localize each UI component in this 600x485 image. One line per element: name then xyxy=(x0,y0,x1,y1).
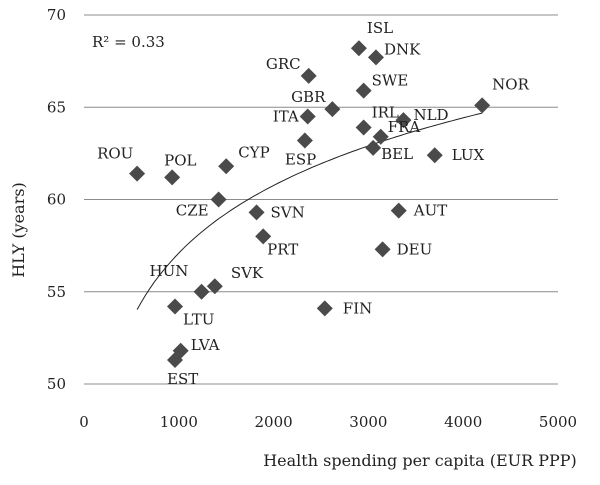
x-tick-label: 1000 xyxy=(160,413,198,431)
marker-ita xyxy=(299,108,316,125)
marker-deu xyxy=(374,241,391,258)
grid xyxy=(84,14,558,385)
trend-line xyxy=(136,112,483,310)
point-label-cyp: CYP xyxy=(238,143,269,161)
marker-nor xyxy=(474,97,491,114)
x-tick-label: 5000 xyxy=(539,413,577,431)
point-label-esp: ESP xyxy=(285,150,316,168)
marker-pol xyxy=(164,169,181,186)
marker-bel xyxy=(365,139,382,156)
marker-fra xyxy=(372,128,389,145)
y-tick-label: 50 xyxy=(47,375,66,393)
marker-svk xyxy=(206,278,223,295)
point-label-deu: DEU xyxy=(397,240,433,258)
x-tick-label: 4000 xyxy=(444,413,482,431)
y-axis-title: HLY (years) xyxy=(9,182,28,278)
marker-prt xyxy=(255,228,272,245)
point-label-svk: SVK xyxy=(231,264,264,282)
marker-nld xyxy=(395,112,412,129)
marker-isl xyxy=(350,40,367,57)
point-label-hun: HUN xyxy=(150,262,189,280)
r-squared-annotation: R² = 0.33 xyxy=(92,33,165,51)
point-label-prt: PRT xyxy=(267,240,298,258)
point-label-grc: GRC xyxy=(266,55,301,73)
marker-irl xyxy=(355,119,372,136)
point-label-aut: AUT xyxy=(413,202,447,220)
tick-layer: 50 55 60 65 70 0 1000 2000 3000 4000 5000 xyxy=(47,6,577,431)
point-label-lva: LVA xyxy=(191,336,220,354)
marker-rou xyxy=(129,165,146,182)
point-label-irl: IRL xyxy=(372,104,399,122)
marker-layer xyxy=(129,40,491,369)
marker-aut xyxy=(390,202,407,219)
marker-lux xyxy=(426,147,443,164)
point-label-fra: FRA xyxy=(388,118,421,136)
point-label-cze: CZE xyxy=(176,202,209,220)
point-label-fin: FIN xyxy=(343,299,372,317)
point-label-gbr: GBR xyxy=(291,88,326,106)
point-label-nor: NOR xyxy=(492,75,529,93)
y-tick-label: 65 xyxy=(47,98,66,116)
marker-est xyxy=(167,352,184,369)
x-axis-title: Health spending per capita (EUR PPP) xyxy=(263,451,577,470)
point-label-pol: POL xyxy=(164,151,196,169)
point-label-ita: ITA xyxy=(273,107,299,125)
y-tick-label: 70 xyxy=(47,6,66,24)
marker-grc xyxy=(300,67,317,84)
point-label-est: EST xyxy=(167,370,198,388)
trend-layer xyxy=(136,112,483,310)
point-label-dnk: DNK xyxy=(384,40,421,58)
marker-svn xyxy=(248,204,265,221)
point-label-ltu: LTU xyxy=(183,311,214,329)
marker-swe xyxy=(355,82,372,99)
marker-ltu xyxy=(167,298,184,315)
point-label-rou: ROU xyxy=(97,145,133,163)
point-label-bel: BEL xyxy=(381,145,413,163)
x-tick-label: 3000 xyxy=(349,413,387,431)
y-tick-label: 55 xyxy=(47,283,66,301)
marker-cze xyxy=(210,191,227,208)
y-tick-label: 60 xyxy=(47,191,66,209)
point-label-lux: LUX xyxy=(452,146,485,164)
point-label-nld: NLD xyxy=(413,106,448,124)
marker-dnk xyxy=(367,49,384,66)
x-tick-label: 0 xyxy=(79,413,89,431)
marker-hun xyxy=(193,283,210,300)
point-label-isl: ISL xyxy=(367,19,393,37)
point-label-svn: SVN xyxy=(271,203,305,221)
marker-gbr xyxy=(324,101,341,118)
marker-cyp xyxy=(218,158,235,175)
marker-esp xyxy=(296,132,313,149)
x-tick-label: 2000 xyxy=(255,413,293,431)
point-label-swe: SWE xyxy=(372,72,409,90)
marker-fin xyxy=(316,300,333,317)
